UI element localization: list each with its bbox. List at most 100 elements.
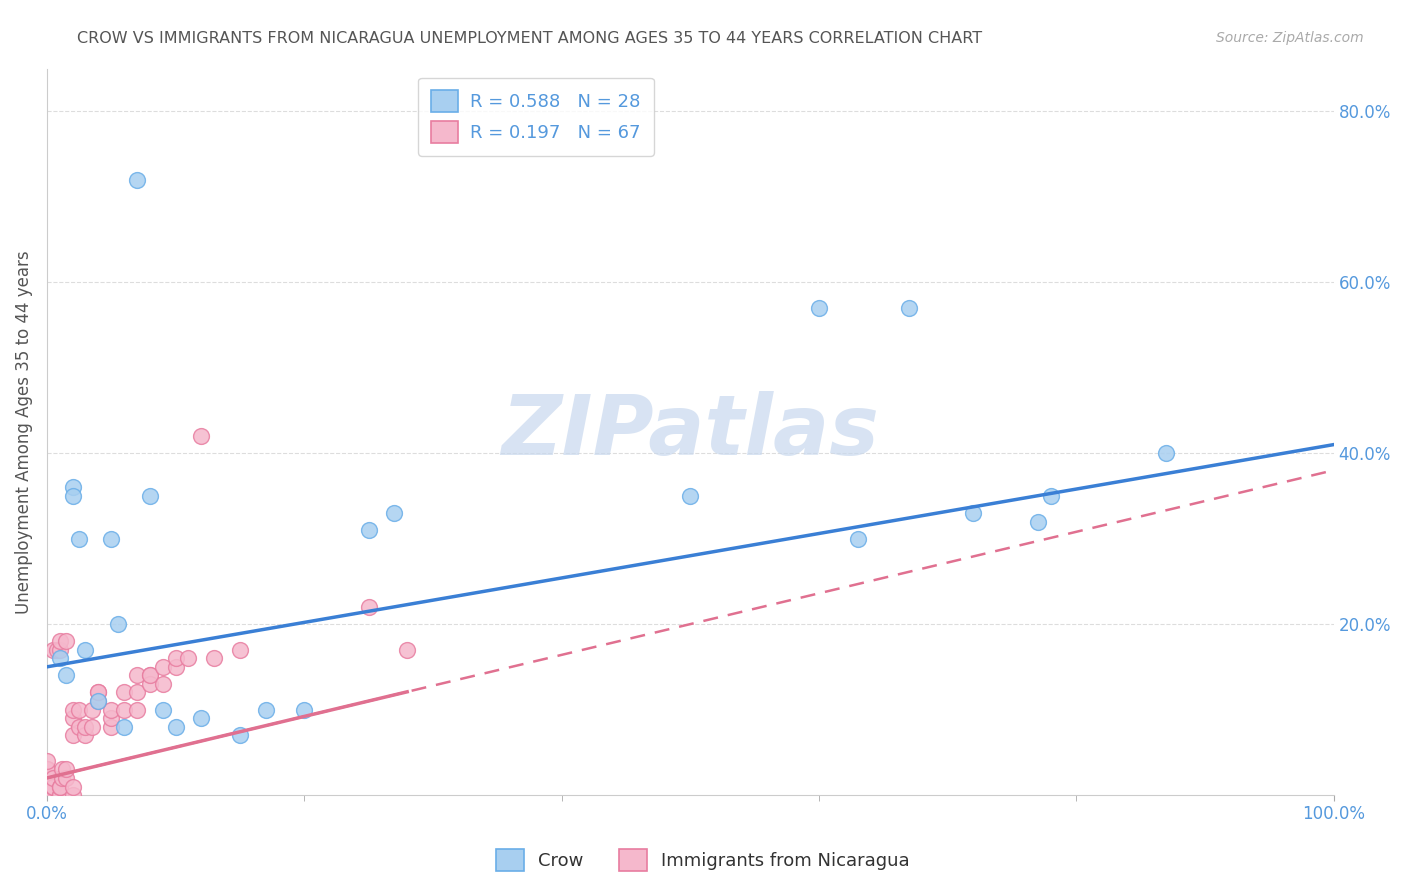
Point [67, 703, 90, 717]
Y-axis label: Unemployment Among Ages 35 to 44 years: Unemployment Among Ages 35 to 44 years [15, 250, 32, 614]
Point [100, 720, 122, 734]
Point [35, 771, 58, 785]
Point [62, 711, 84, 725]
Point [49, 642, 72, 657]
Point [67, 720, 90, 734]
Point [49, 634, 72, 648]
Point [87, 694, 110, 708]
Point [35, 788, 58, 802]
Point [190, 711, 212, 725]
Point [35, 788, 58, 802]
Point [112, 720, 135, 734]
Point [139, 668, 162, 682]
Point [62, 480, 84, 494]
Point [35, 771, 58, 785]
Point [62, 788, 84, 802]
Point [42, 642, 65, 657]
Point [357, 600, 380, 615]
Point [35, 771, 58, 785]
Point [165, 651, 187, 665]
Point [80, 703, 103, 717]
Point [35, 788, 58, 802]
Point [42, 780, 65, 794]
Text: CROW VS IMMIGRANTS FROM NICARAGUA UNEMPLOYMENT AMONG AGES 35 TO 44 YEARS CORRELA: CROW VS IMMIGRANTS FROM NICARAGUA UNEMPL… [77, 31, 983, 46]
Point [35, 788, 58, 802]
Point [67, 532, 90, 546]
Point [292, 703, 315, 717]
Point [42, 771, 65, 785]
Legend: R = 0.588   N = 28, R = 0.197   N = 67: R = 0.588 N = 28, R = 0.197 N = 67 [418, 78, 654, 156]
Point [46, 642, 69, 657]
Point [112, 703, 135, 717]
Point [165, 660, 187, 674]
Point [62, 728, 84, 742]
Point [898, 301, 921, 315]
Point [202, 651, 225, 665]
Point [75, 728, 97, 742]
Point [125, 703, 148, 717]
Point [100, 532, 122, 546]
Point [139, 668, 162, 682]
Point [49, 651, 72, 665]
Point [55, 771, 77, 785]
Point [49, 780, 72, 794]
Text: Source: ZipAtlas.com: Source: ZipAtlas.com [1216, 31, 1364, 45]
Point [1026, 515, 1049, 529]
Point [49, 788, 72, 802]
Point [254, 703, 277, 717]
Point [229, 642, 252, 657]
Point [55, 763, 77, 777]
Point [49, 788, 72, 802]
Point [679, 489, 702, 503]
Point [190, 429, 212, 443]
Point [35, 763, 58, 777]
Point [55, 668, 77, 682]
Point [139, 489, 162, 503]
Point [165, 720, 187, 734]
Point [1156, 446, 1178, 460]
Point [87, 685, 110, 699]
Point [100, 711, 122, 725]
Point [107, 617, 129, 632]
Point [75, 720, 97, 734]
Point [35, 788, 58, 802]
Point [382, 506, 405, 520]
Point [35, 780, 58, 794]
Point [35, 788, 58, 802]
Point [100, 703, 122, 717]
Point [112, 685, 135, 699]
Point [75, 642, 97, 657]
Point [62, 703, 84, 717]
Point [35, 754, 58, 768]
Point [846, 532, 869, 546]
Point [177, 651, 200, 665]
Point [87, 685, 110, 699]
Point [962, 506, 984, 520]
Point [807, 301, 830, 315]
Point [357, 523, 380, 537]
Point [35, 780, 58, 794]
Point [80, 720, 103, 734]
Point [35, 780, 58, 794]
Point [152, 660, 174, 674]
Point [125, 668, 148, 682]
Legend: Crow, Immigrants from Nicaragua: Crow, Immigrants from Nicaragua [489, 842, 917, 879]
Point [49, 780, 72, 794]
Point [42, 780, 65, 794]
Point [152, 703, 174, 717]
Point [1039, 489, 1062, 503]
Point [229, 728, 252, 742]
Point [396, 642, 419, 657]
Point [87, 694, 110, 708]
Point [51, 763, 73, 777]
Point [62, 489, 84, 503]
Text: ZIPatlas: ZIPatlas [502, 392, 879, 472]
Point [125, 172, 148, 186]
Point [35, 763, 58, 777]
Point [51, 771, 73, 785]
Point [55, 634, 77, 648]
Point [125, 685, 148, 699]
Point [42, 788, 65, 802]
Point [62, 780, 84, 794]
Point [139, 677, 162, 691]
